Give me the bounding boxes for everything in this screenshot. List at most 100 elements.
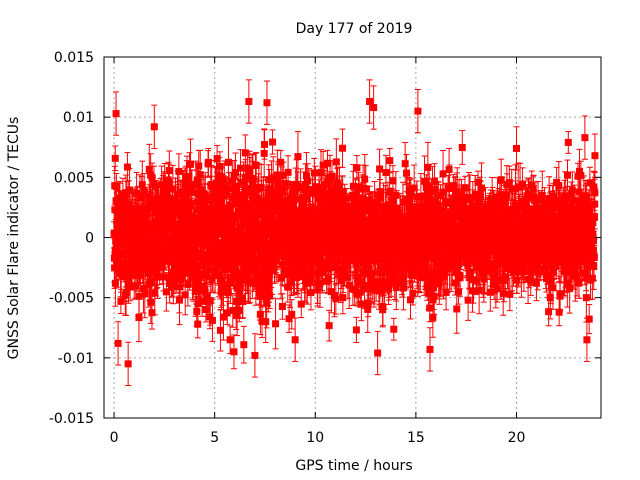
data-point	[240, 178, 248, 186]
data-point	[253, 194, 261, 202]
data-point	[112, 183, 120, 191]
data-point	[212, 179, 220, 187]
data-point	[288, 310, 296, 318]
data-point	[244, 274, 252, 282]
data-point	[313, 268, 321, 276]
data-point	[198, 262, 206, 270]
data-point	[307, 262, 315, 270]
data-point	[188, 188, 196, 196]
data-point	[254, 198, 262, 206]
data-point	[143, 206, 151, 214]
data-point	[137, 265, 145, 273]
data-point	[202, 268, 210, 276]
data-point	[200, 200, 208, 208]
data-point	[232, 251, 240, 259]
data-point	[242, 173, 250, 181]
data-point	[278, 261, 286, 269]
data-point	[238, 274, 246, 282]
data-point	[288, 189, 296, 197]
data-point	[318, 263, 326, 271]
data-point	[181, 291, 189, 299]
data-point	[239, 242, 247, 250]
data-point	[247, 245, 255, 253]
data-point	[208, 316, 216, 324]
data-point	[261, 234, 269, 242]
data-point	[235, 289, 243, 297]
data-point	[208, 276, 216, 284]
data-point	[229, 214, 237, 222]
data-point	[262, 202, 270, 210]
data-point	[249, 250, 257, 258]
data-point	[311, 183, 319, 191]
data-point	[269, 138, 277, 146]
data-point	[235, 306, 243, 314]
data-point	[274, 182, 282, 190]
data-point	[265, 270, 273, 278]
data-point	[285, 223, 293, 231]
data-point	[179, 236, 187, 244]
data-point	[206, 297, 214, 305]
data-point	[193, 307, 201, 315]
data-point	[151, 289, 159, 297]
data-point	[306, 250, 314, 258]
data-point	[317, 168, 325, 176]
data-point	[191, 243, 199, 251]
data-point	[277, 274, 285, 282]
data-point	[123, 266, 131, 274]
data-point	[300, 203, 308, 211]
data-point	[194, 320, 202, 328]
data-point	[139, 284, 147, 292]
data-point	[294, 270, 302, 278]
data-point	[193, 236, 201, 244]
data-point	[273, 252, 281, 260]
data-point	[318, 184, 326, 192]
data-point	[123, 163, 131, 171]
data-point	[120, 251, 128, 259]
data-point	[146, 192, 154, 200]
data-point	[243, 204, 251, 212]
data-point	[181, 241, 189, 249]
data-point	[147, 298, 155, 306]
data-point	[145, 165, 153, 173]
data-point	[113, 261, 121, 269]
data-point	[301, 180, 309, 188]
data-point	[279, 171, 287, 179]
data-point	[278, 302, 286, 310]
data-point	[306, 278, 314, 286]
data-point	[181, 267, 189, 275]
data-point	[159, 197, 167, 205]
data-point	[156, 252, 164, 260]
data-point	[132, 282, 140, 290]
data-point	[214, 262, 222, 270]
data-point	[148, 309, 156, 317]
data-point	[282, 180, 290, 188]
data-point	[122, 189, 130, 197]
data-point	[161, 251, 169, 259]
data-point	[294, 153, 302, 161]
data-point	[175, 247, 183, 255]
data-point	[278, 236, 286, 244]
data-point	[145, 256, 153, 264]
data-point	[266, 292, 274, 300]
data-point	[148, 174, 156, 182]
data-point	[264, 192, 272, 200]
data-point	[231, 237, 239, 245]
data-point	[196, 213, 204, 221]
data-point	[169, 258, 177, 266]
data-point	[220, 176, 228, 184]
data-point	[309, 189, 317, 197]
data-point	[155, 247, 163, 255]
data-point	[192, 286, 200, 294]
data-point	[217, 283, 225, 291]
data-point	[111, 206, 119, 214]
data-point	[292, 212, 300, 220]
data-point	[268, 267, 276, 275]
data-point	[246, 256, 254, 264]
data-point	[194, 300, 202, 308]
data-point	[228, 194, 236, 202]
data-point	[235, 210, 243, 218]
data-point	[316, 280, 324, 288]
data-point	[117, 297, 125, 305]
data-point	[219, 313, 227, 321]
